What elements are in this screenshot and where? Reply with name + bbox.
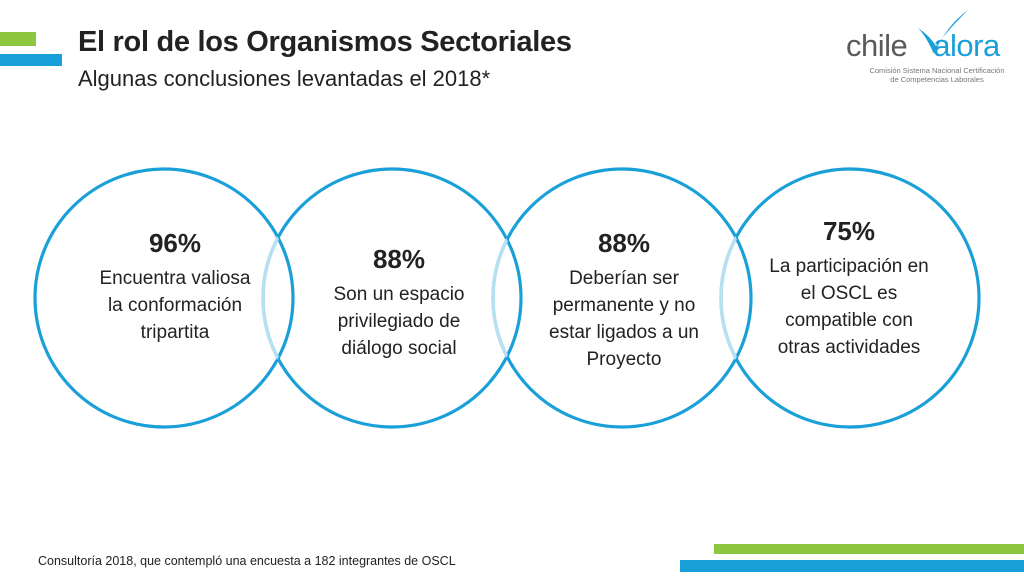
page-subtitle: Algunas conclusiones levantadas el 2018* [78, 66, 491, 91]
accent-bar-bottom-blue [680, 560, 1024, 572]
logo-tagline-line2: de Competencias Laborales [890, 75, 984, 84]
finding-circle-1 [33, 167, 295, 429]
logo-tagline: Comisión Sistema Nacional Certificación … [860, 66, 1014, 84]
finding-2-text: Son un espacio privilegiado de diálogo s… [333, 284, 465, 359]
logo-word-valora: alora [933, 28, 1000, 63]
page-title: El rol de los Organismos Sectoriales [78, 26, 572, 58]
footnote: Consultoría 2018, que contempló una encu… [38, 554, 456, 568]
overlap-arc-3 [491, 169, 521, 427]
accent-bar-top-green [0, 32, 36, 46]
chilevalora-logo: chile alora Comisión Sistema Nacional Cer… [842, 8, 1018, 94]
finding-3-text: Deberían ser permanente y no estar ligad… [549, 268, 699, 370]
finding-4-percent: 75% [822, 216, 876, 246]
accent-bar-bottom-green [714, 544, 1024, 554]
logo-wordmark: chile alora [846, 28, 1000, 64]
finding-2-percent: 88% [372, 244, 426, 274]
checkmark-icon [918, 10, 968, 54]
finding-1: 96% Encuentra valiosa la conformación tr… [92, 228, 258, 346]
logo-tagline-line1: Comisión Sistema Nacional Certificación [869, 66, 1005, 75]
logo-word-chile: chile [846, 28, 908, 63]
finding-3: 88% Deberían ser permanente y no estar l… [538, 228, 710, 373]
finding-4-text: La participación en el OSCL es compatibl… [769, 256, 929, 358]
finding-1-percent: 96% [148, 228, 202, 258]
accent-bar-top-blue [0, 54, 62, 66]
overlap-arc-2 [261, 169, 293, 427]
overlap-arc-4 [719, 169, 751, 427]
finding-1-text: Encuentra valiosa la conformación tripar… [99, 268, 251, 343]
finding-3-percent: 88% [597, 228, 651, 258]
finding-4: 75% La participación en el OSCL es compa… [766, 216, 932, 361]
finding-2: 88% Son un espacio privilegiado de diálo… [316, 244, 482, 362]
